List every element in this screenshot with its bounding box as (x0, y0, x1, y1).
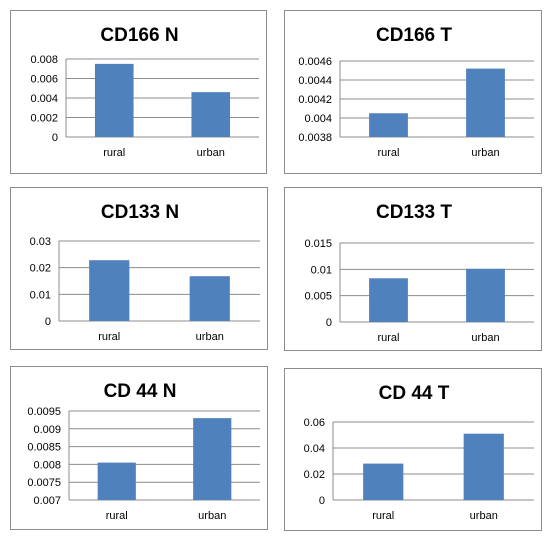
y-tick-label: 0 (52, 132, 58, 144)
x-category-label: urban (471, 147, 499, 159)
y-tick-label: 0.0085 (27, 442, 61, 454)
y-tick-label: 0.007 (33, 495, 61, 507)
bar-urban (463, 433, 504, 500)
y-tick-label: 0.004 (30, 93, 58, 105)
x-category-label: urban (471, 332, 499, 344)
y-tick-label: 0.002 (30, 113, 58, 125)
chart-panel-4: CD 44 N 0.007 0.0075 0.008 0.0085 0.009 0.0095… (10, 366, 268, 530)
chart-svg: CD 44 N 0.007 0.0075 0.008 0.0085 0.009 0.0095… (27, 381, 260, 522)
bar-rural (94, 63, 134, 137)
y-tick-label: 0.0038 (298, 132, 332, 144)
chart-title: CD133 T (376, 202, 452, 223)
chart-panel-0: CD166 N 0 0.002 0.004 0.006 0.008 rural urban (10, 10, 267, 174)
x-category-label: urban (198, 510, 226, 522)
bar-rural (363, 463, 404, 500)
y-tick-label: 0.015 (304, 238, 332, 250)
y-tick-label: 0 (326, 317, 332, 329)
y-tick-label: 0.006 (30, 74, 58, 86)
y-tick-label: 0 (45, 316, 51, 328)
x-category-label: rural (98, 331, 120, 343)
chart-title: CD166 T (376, 25, 452, 46)
chart-svg: CD166 N 0 0.002 0.004 0.006 0.008 rural urban (30, 25, 259, 159)
chart-title: CD133 N (101, 202, 179, 223)
x-category-label: rural (377, 332, 399, 344)
y-tick-label: 0.009 (33, 424, 61, 436)
y-tick-label: 0.02 (30, 263, 51, 275)
y-tick-label: 0.005 (304, 291, 332, 303)
bar-urban (193, 418, 232, 500)
chart-svg: CD133 T 0 0.005 0.01 0.015 rural urban (304, 202, 534, 344)
x-category-label: rural (103, 147, 125, 159)
y-tick-label: 0.03 (30, 236, 51, 248)
bar-rural (97, 462, 136, 500)
y-tick-label: 0.0044 (298, 75, 332, 87)
y-tick-label: 0.004 (304, 113, 332, 125)
bar-rural (369, 113, 408, 137)
bar-urban (466, 268, 505, 322)
y-tick-label: 0.008 (30, 54, 58, 66)
x-category-label: urban (470, 510, 498, 522)
y-tick-label: 0.02 (304, 469, 325, 481)
chart-panel-2: CD133 N 0 0.01 0.02 0.03 rural urban (10, 187, 268, 350)
chart-panel-1: CD166 T 0.0038 0.004 0.0042 0.0044 0.0046 rura… (284, 10, 542, 174)
bar-urban (189, 276, 230, 321)
chart-title: CD 44 T (379, 383, 450, 404)
y-tick-label: 0.01 (30, 289, 51, 301)
y-tick-label: 0.0075 (27, 477, 61, 489)
x-category-label: rural (372, 510, 394, 522)
y-tick-label: 0.008 (33, 459, 61, 471)
chart-panel-5: CD 44 T 0 0.02 0.04 0.06 rural urban (284, 368, 542, 531)
chart-title: CD 44 N (104, 381, 177, 402)
x-category-label: rural (106, 510, 128, 522)
y-tick-label: 0.01 (311, 264, 332, 276)
bar-rural (89, 260, 130, 321)
chart-svg: CD 44 T 0 0.02 0.04 0.06 rural urban (304, 383, 534, 522)
y-tick-label: 0.0095 (27, 406, 61, 418)
chart-svg: CD166 T 0.0038 0.004 0.0042 0.0044 0.0046 rura… (298, 25, 534, 159)
y-tick-label: 0.04 (304, 443, 325, 455)
chart-title: CD166 N (100, 25, 178, 46)
chart-panel-3: CD133 T 0 0.005 0.01 0.015 rural urban (284, 187, 542, 351)
x-category-label: urban (197, 147, 225, 159)
chart-svg: CD133 N 0 0.01 0.02 0.03 rural urban (30, 202, 260, 343)
y-tick-label: 0.0042 (298, 94, 332, 106)
bar-urban (191, 92, 231, 137)
x-category-label: rural (377, 147, 399, 159)
y-tick-label: 0 (319, 495, 325, 507)
bar-rural (369, 278, 408, 322)
y-tick-label: 0.06 (304, 417, 325, 429)
bar-urban (466, 68, 505, 137)
x-category-label: urban (196, 331, 224, 343)
y-tick-label: 0.0046 (298, 56, 332, 68)
